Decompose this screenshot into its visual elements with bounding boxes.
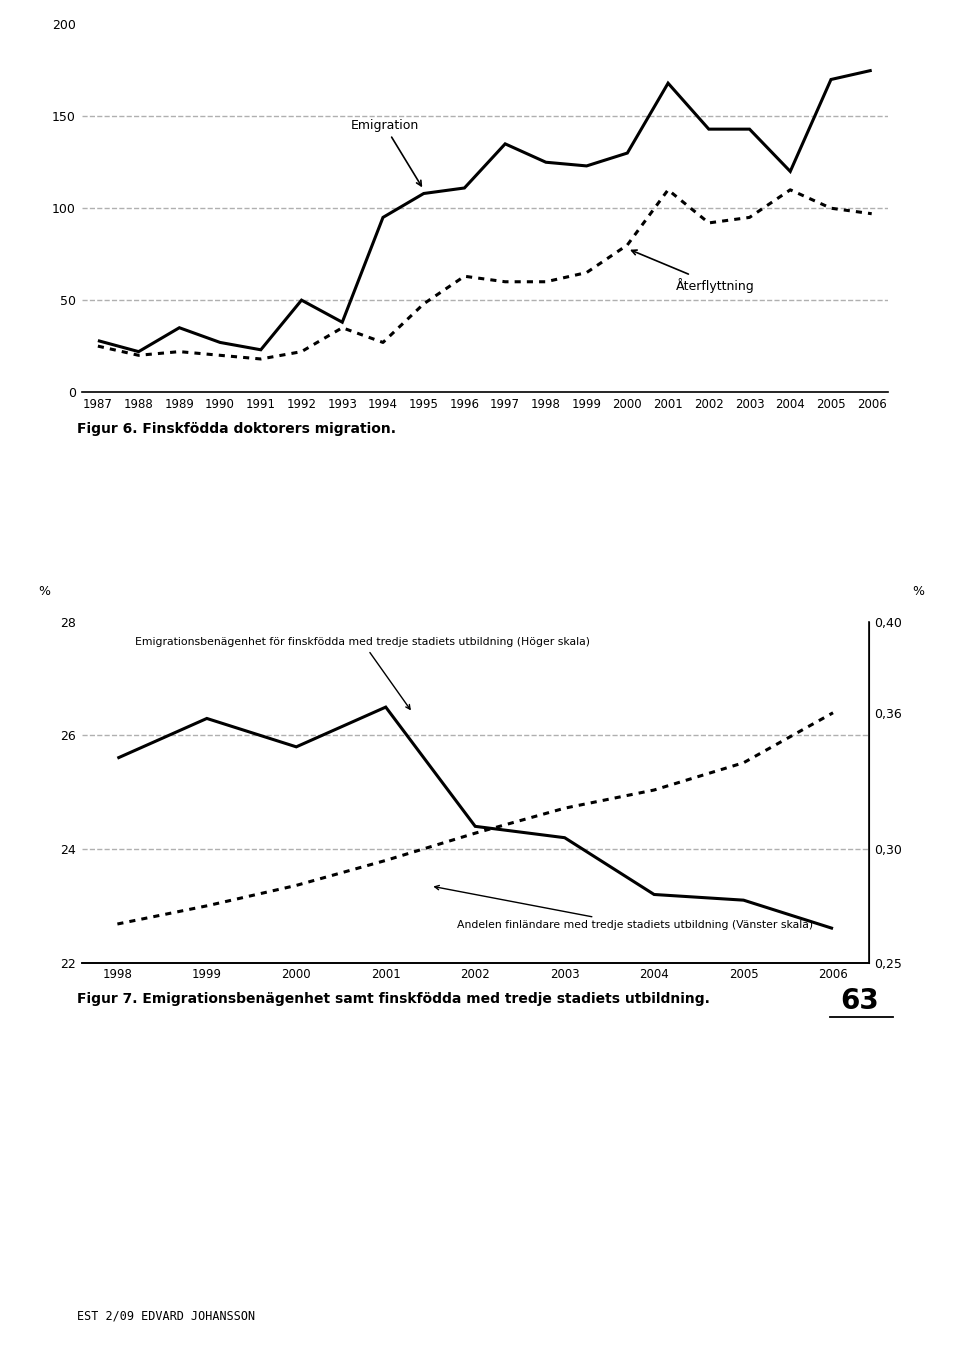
Text: Emigration: Emigration [350, 119, 421, 185]
Text: Figur 6. Finskfödda doktorers migration.: Figur 6. Finskfödda doktorers migration. [77, 422, 396, 435]
Text: %: % [912, 585, 924, 598]
Text: PERSONER: PERSONER [25, 0, 88, 3]
Text: %: % [38, 585, 50, 598]
Text: Återflyttning: Återflyttning [632, 250, 755, 293]
Text: Figur 7. Emigrationsbenägenhet samt finskfödda med tredje stadiets utbildning.: Figur 7. Emigrationsbenägenhet samt fins… [77, 992, 709, 1006]
Text: Andelen finländare med tredje stadiets utbildning (Vänster skala): Andelen finländare med tredje stadiets u… [435, 886, 813, 930]
Text: 63: 63 [840, 987, 878, 1015]
Text: EST 2/09 EDVARD JOHANSSON: EST 2/09 EDVARD JOHANSSON [77, 1309, 255, 1322]
Text: Emigrationsbenägenhet för finskfödda med tredje stadiets utbildning (Höger skala: Emigrationsbenägenhet för finskfödda med… [135, 638, 590, 710]
